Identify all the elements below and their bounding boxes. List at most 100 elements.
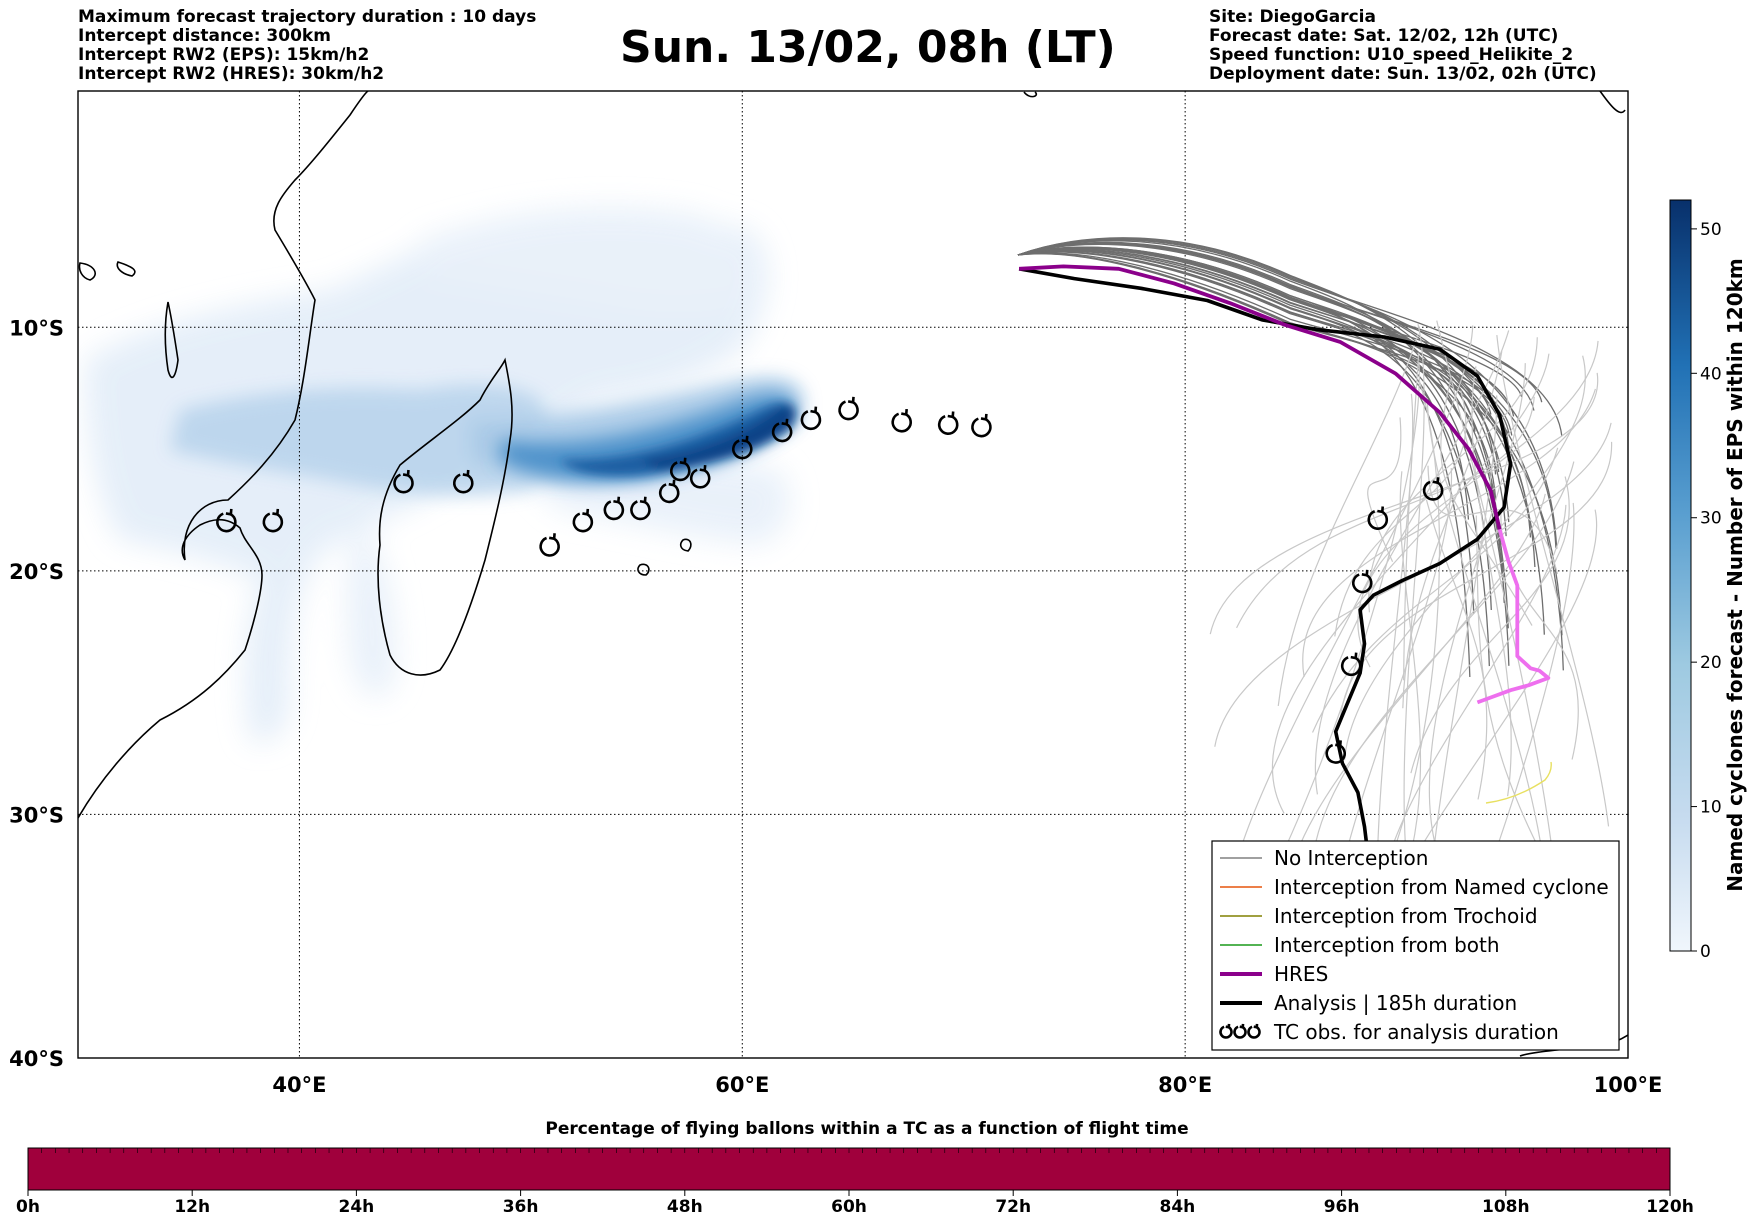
tc-observation-symbol	[1233, 1023, 1247, 1039]
flight-time-tick-label: 60h	[831, 1197, 867, 1217]
tc-observation-symbol	[670, 457, 691, 482]
lat-tick-label: 40°S	[9, 1047, 64, 1071]
tc-observation-symbol	[1219, 1023, 1233, 1039]
flight-time-bar: Percentage of flying ballons within a TC…	[16, 1119, 1694, 1217]
tc-observation-symbol	[1340, 652, 1362, 677]
ensemble-track-light	[1311, 447, 1559, 733]
legend-label: Interception from both	[1274, 933, 1500, 957]
tc-observation-symbol	[658, 479, 680, 504]
hres-track-late	[1476, 528, 1551, 705]
header-left-line: Maximum forecast trajectory duration : 1…	[78, 7, 537, 27]
tc-observation-symbol	[630, 496, 651, 521]
legend-label: Interception from Named cyclone	[1274, 875, 1609, 899]
legend-label: Interception from Trochoid	[1274, 904, 1538, 928]
flight-time-tick-label: 108h	[1482, 1197, 1530, 1217]
lon-tick-label: 100°E	[1594, 1073, 1663, 1097]
ensemble-track-gray	[1017, 247, 1475, 614]
header-left-line: Intercept RW2 (HRES): 30km/h2	[78, 64, 385, 84]
colorbar-tick-label: 10	[1700, 798, 1722, 818]
ensemble-track-light	[1403, 352, 1420, 681]
lon-tick-label: 60°E	[715, 1073, 769, 1097]
lon-tick-label: 40°E	[272, 1073, 326, 1097]
ensemble-track-light	[1428, 363, 1526, 878]
flight-time-tick-label: 84h	[1160, 1197, 1196, 1217]
main-tracks	[1018, 264, 1551, 864]
tc-observation-symbol	[1352, 569, 1373, 594]
tc-observation-symbol	[393, 469, 414, 494]
map-axis-labels: 40°E 60°E 80°E 100°E 10°S 20°S 30°S 40°S	[9, 316, 1662, 1097]
ensemble-track-light	[1368, 337, 1538, 613]
ensemble-track-gray	[1017, 250, 1476, 432]
analysis-track	[1018, 267, 1513, 864]
ensemble-track-light	[1271, 353, 1550, 814]
tc-observation-symbol	[603, 496, 625, 521]
header-left-info: Maximum forecast trajectory duration : 1…	[78, 8, 536, 84]
legend-item: HRES	[1220, 962, 1328, 986]
eps-density-field	[85, 207, 804, 743]
map-border	[77, 90, 1629, 1059]
flight-time-bar-fill	[27, 1147, 1671, 1191]
tc-observation-symbol	[971, 413, 992, 438]
header-right-line: Forecast date: Sat. 12/02, 12h (UTC)	[1209, 26, 1559, 46]
header-right-info: Site: DiegoGarcia Forecast date: Sat. 12…	[1209, 8, 1597, 84]
colorbar-tick-label: 40	[1700, 364, 1722, 384]
header-left-line: Intercept RW2 (EPS): 15km/h2	[78, 45, 370, 65]
header-right-line: Deployment date: Sun. 13/02, 02h (UTC)	[1209, 64, 1597, 84]
tc-observation-symbol	[216, 508, 237, 533]
lat-tick-label: 30°S	[9, 803, 64, 827]
tc-observation-symbol	[800, 406, 822, 431]
legend-label: Analysis | 185h duration	[1274, 991, 1517, 1015]
ensemble-track-light	[1315, 461, 1575, 842]
legend-item: TC obs. for analysis duration	[1219, 1020, 1559, 1044]
ensemble-track-light	[1209, 372, 1599, 635]
tc-observation-symbol	[262, 508, 284, 533]
colorbar: Named cyclones forecast - Number of EPS …	[1669, 199, 1747, 962]
ensemble-track-light	[1471, 366, 1512, 797]
legend-label: TC obs. for analysis duration	[1273, 1020, 1559, 1044]
header-left-line: Intercept distance: 300km	[78, 26, 331, 46]
trochoid-track	[1485, 761, 1552, 804]
page-title: Sun. 13/02, 08h (LT)	[620, 22, 1116, 73]
header-right-line: Site: DiegoGarcia	[1209, 7, 1376, 27]
tc-observation-symbol	[1367, 506, 1389, 530]
legend-item: Interception from both	[1220, 933, 1500, 957]
colorbar-tick-label: 0	[1700, 942, 1711, 962]
lat-tick-label: 10°S	[9, 316, 64, 340]
ensemble-track-gray	[1017, 237, 1501, 548]
tc-observation-symbol	[539, 533, 560, 557]
colorbar-gradient	[1669, 199, 1692, 952]
flight-time-tick-label: 12h	[174, 1197, 210, 1217]
flight-time-bar-title: Percentage of flying ballons within a TC…	[545, 1119, 1188, 1139]
lat-tick-label: 20°S	[9, 560, 64, 584]
tc-observation-symbol	[891, 408, 913, 433]
legend-label: No Interception	[1274, 846, 1428, 870]
tc-observation-symbol	[453, 469, 474, 494]
flight-time-tick-label: 72h	[995, 1197, 1031, 1217]
ensemble-track-light	[1339, 441, 1613, 722]
colorbar-label: Named cyclones forecast - Number of EPS …	[1723, 258, 1747, 892]
colorbar-tick-label: 20	[1700, 653, 1722, 673]
legend-box	[1211, 840, 1620, 1051]
flight-time-tick-label: 24h	[339, 1197, 375, 1217]
hres-track	[1018, 264, 1502, 530]
ensemble-track-light	[1496, 335, 1610, 827]
legend-item: Analysis | 185h duration	[1220, 991, 1517, 1015]
tc-observation-symbol	[771, 418, 793, 443]
ensemble-track-light	[1302, 388, 1597, 678]
ensemble-track-light	[1381, 380, 1441, 883]
tc-observation-symbol	[689, 464, 711, 489]
ensemble-track-gray	[1017, 251, 1490, 667]
tc-observation-symbol	[1422, 477, 1444, 501]
legend-item: Interception from Named cyclone	[1220, 875, 1609, 899]
flight-time-tick-label: 120h	[1646, 1197, 1694, 1217]
ensemble-track-light	[1410, 476, 1570, 774]
ensemble-track-gray	[1017, 247, 1509, 629]
legend: No Interception Interception from Named c…	[1211, 840, 1620, 1051]
colorbar-tick-label: 30	[1700, 509, 1722, 529]
flight-time-tick-label: 96h	[1324, 1197, 1360, 1217]
ensemble-track-light	[1314, 330, 1510, 795]
flight-time-tick-label: 36h	[503, 1197, 539, 1217]
tc-observation-symbol	[572, 508, 594, 533]
legend-item: Interception from Trochoid	[1220, 904, 1538, 928]
